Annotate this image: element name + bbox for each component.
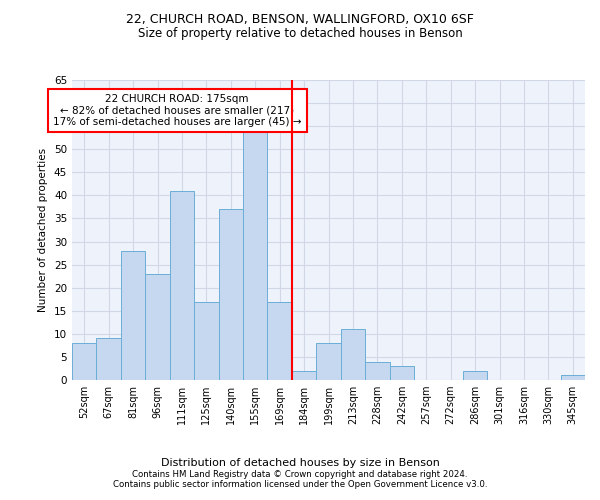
Bar <box>243 131 268 380</box>
Text: 22, CHURCH ROAD, BENSON, WALLINGFORD, OX10 6SF: 22, CHURCH ROAD, BENSON, WALLINGFORD, OX… <box>126 12 474 26</box>
Bar <box>145 274 170 380</box>
Bar <box>194 302 218 380</box>
Bar <box>218 209 243 380</box>
Text: 22 CHURCH ROAD: 175sqm
← 82% of detached houses are smaller (217)
17% of semi-de: 22 CHURCH ROAD: 175sqm ← 82% of detached… <box>53 94 301 127</box>
Bar <box>72 343 97 380</box>
Bar <box>560 376 585 380</box>
Y-axis label: Number of detached properties: Number of detached properties <box>38 148 49 312</box>
Bar <box>316 343 341 380</box>
Bar <box>365 362 389 380</box>
Bar <box>97 338 121 380</box>
Bar <box>389 366 414 380</box>
Bar <box>170 191 194 380</box>
Text: Distribution of detached houses by size in Benson: Distribution of detached houses by size … <box>161 458 439 468</box>
Bar <box>121 251 145 380</box>
Text: Size of property relative to detached houses in Benson: Size of property relative to detached ho… <box>137 28 463 40</box>
Text: Contains HM Land Registry data © Crown copyright and database right 2024.: Contains HM Land Registry data © Crown c… <box>132 470 468 479</box>
Bar <box>463 371 487 380</box>
Bar <box>292 371 316 380</box>
Bar <box>341 329 365 380</box>
Bar <box>268 302 292 380</box>
Text: Contains public sector information licensed under the Open Government Licence v3: Contains public sector information licen… <box>113 480 487 489</box>
